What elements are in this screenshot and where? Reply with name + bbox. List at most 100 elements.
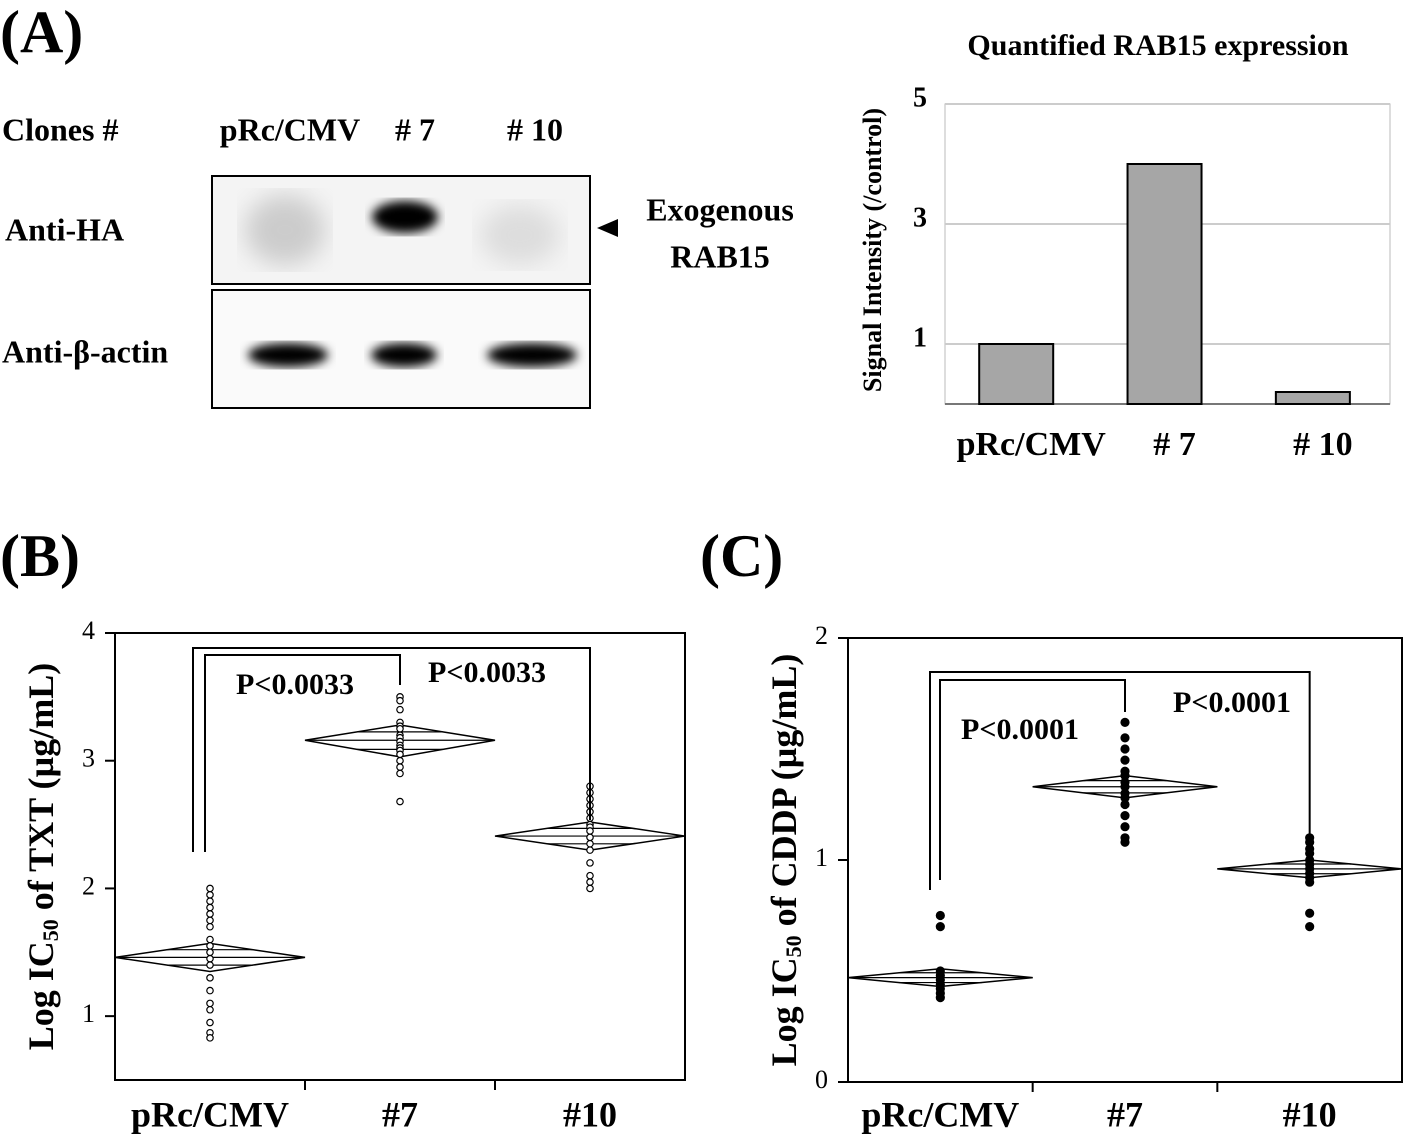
data-point bbox=[206, 954, 214, 963]
band bbox=[372, 201, 438, 233]
x-tick-label: # 10 bbox=[1293, 426, 1353, 463]
data-point bbox=[206, 948, 214, 957]
data-point bbox=[1305, 908, 1315, 918]
band bbox=[487, 343, 577, 367]
bracket bbox=[204, 654, 401, 852]
smear bbox=[480, 205, 560, 265]
y-axis-label-part: of TXT (µg/mL) bbox=[21, 663, 61, 919]
x-tick-label: pRc/CMV bbox=[861, 1094, 1019, 1134]
data-point bbox=[206, 891, 214, 899]
bar bbox=[1126, 163, 1203, 405]
bracket bbox=[929, 671, 1311, 890]
bracket bbox=[192, 647, 591, 852]
data-point bbox=[206, 1034, 214, 1042]
y-axis-label: Log IC50 of TXT (µg/mL) bbox=[21, 663, 63, 1050]
data-point bbox=[396, 750, 404, 759]
data-point bbox=[1120, 810, 1130, 821]
x-tick-label: #10 bbox=[1283, 1094, 1337, 1134]
y-axis-label-part: Log IC bbox=[764, 957, 804, 1066]
panel-label: (C) bbox=[700, 523, 783, 589]
annotation: P<0.0033 bbox=[236, 668, 354, 701]
annotation: P<0.0033 bbox=[428, 656, 546, 689]
data-point bbox=[206, 986, 214, 995]
lane-label: pRc/CMV bbox=[220, 111, 360, 147]
data-point bbox=[586, 878, 594, 886]
y-tick-label: 3 bbox=[82, 744, 95, 773]
data-point bbox=[586, 839, 594, 848]
data-point bbox=[396, 763, 404, 771]
y-axis-label-sub: 50 bbox=[38, 919, 63, 941]
y-tick-label: 2 bbox=[82, 871, 95, 900]
data-point bbox=[206, 897, 214, 906]
bar bbox=[1274, 391, 1351, 405]
x-tick-label: #7 bbox=[1107, 1094, 1143, 1134]
data-point bbox=[396, 797, 404, 806]
data-point bbox=[1120, 744, 1130, 754]
data-point bbox=[586, 871, 594, 880]
y-axis-label-part: Log IC bbox=[21, 941, 61, 1050]
row-label: Anti-HA bbox=[5, 211, 124, 247]
data-point bbox=[935, 910, 945, 921]
annotation: P<0.0001 bbox=[961, 713, 1079, 746]
data-point bbox=[396, 696, 404, 705]
data-point bbox=[586, 833, 594, 842]
data-point bbox=[206, 884, 214, 893]
data-point bbox=[206, 1018, 214, 1027]
y-tick-label: 1 bbox=[82, 999, 95, 1028]
arrow-label: Exogenous bbox=[646, 191, 794, 227]
band bbox=[371, 343, 437, 367]
y-tick-label: 4 bbox=[82, 616, 95, 645]
y-axis-label-part: of CDDP (µg/mL) bbox=[764, 654, 804, 936]
x-tick-label: # 7 bbox=[1153, 426, 1196, 463]
bracket bbox=[939, 679, 1126, 880]
arrow-label: RAB15 bbox=[670, 238, 770, 274]
smear bbox=[245, 195, 325, 265]
data-point bbox=[1120, 822, 1130, 832]
blot-header: Clones # bbox=[2, 111, 118, 147]
x-tick-label: pRc/CMV bbox=[957, 426, 1107, 463]
y-tick-label: 3 bbox=[913, 202, 927, 233]
x-tick-label: pRc/CMV bbox=[131, 1094, 289, 1134]
data-point bbox=[206, 942, 214, 950]
data-point bbox=[1305, 877, 1315, 887]
data-point bbox=[396, 756, 404, 765]
data-point bbox=[586, 846, 594, 854]
y-axis-label: Signal Intensity (/control) bbox=[858, 108, 887, 392]
arrow bbox=[597, 219, 618, 237]
plot-area bbox=[114, 632, 686, 1081]
data-point bbox=[206, 961, 214, 969]
data-point bbox=[396, 705, 404, 714]
y-tick-label: 2 bbox=[815, 621, 828, 650]
y-axis-label: Log IC50 of CDDP (µg/mL) bbox=[764, 654, 806, 1067]
data-point bbox=[1120, 755, 1130, 765]
data-point bbox=[206, 910, 214, 918]
data-point bbox=[206, 1005, 214, 1014]
data-point bbox=[396, 724, 404, 733]
y-axis-label-sub: 50 bbox=[781, 935, 806, 957]
data-point bbox=[1120, 799, 1130, 810]
data-point bbox=[206, 999, 214, 1008]
data-point bbox=[935, 921, 945, 932]
chart-title: Quantified RAB15 expression bbox=[967, 29, 1348, 62]
annotation: P<0.0001 bbox=[1173, 686, 1291, 719]
panel-label: (B) bbox=[0, 523, 80, 589]
y-tick-label: 1 bbox=[913, 322, 927, 353]
lane-label: # 10 bbox=[507, 111, 563, 147]
data-point bbox=[206, 916, 214, 925]
data-point bbox=[206, 903, 214, 912]
data-point bbox=[206, 922, 214, 931]
data-point bbox=[206, 935, 214, 944]
lane-label: # 7 bbox=[395, 111, 435, 147]
x-tick-label: #7 bbox=[382, 1094, 418, 1134]
data-point bbox=[396, 769, 404, 778]
band bbox=[248, 343, 328, 367]
row-label: Anti-β-actin bbox=[2, 333, 168, 369]
y-tick-label: 0 bbox=[815, 1065, 828, 1094]
data-point bbox=[1120, 733, 1130, 743]
bar bbox=[978, 343, 1055, 405]
data-point bbox=[1120, 717, 1130, 727]
y-tick-label: 5 bbox=[913, 82, 927, 113]
data-point bbox=[1120, 837, 1130, 847]
